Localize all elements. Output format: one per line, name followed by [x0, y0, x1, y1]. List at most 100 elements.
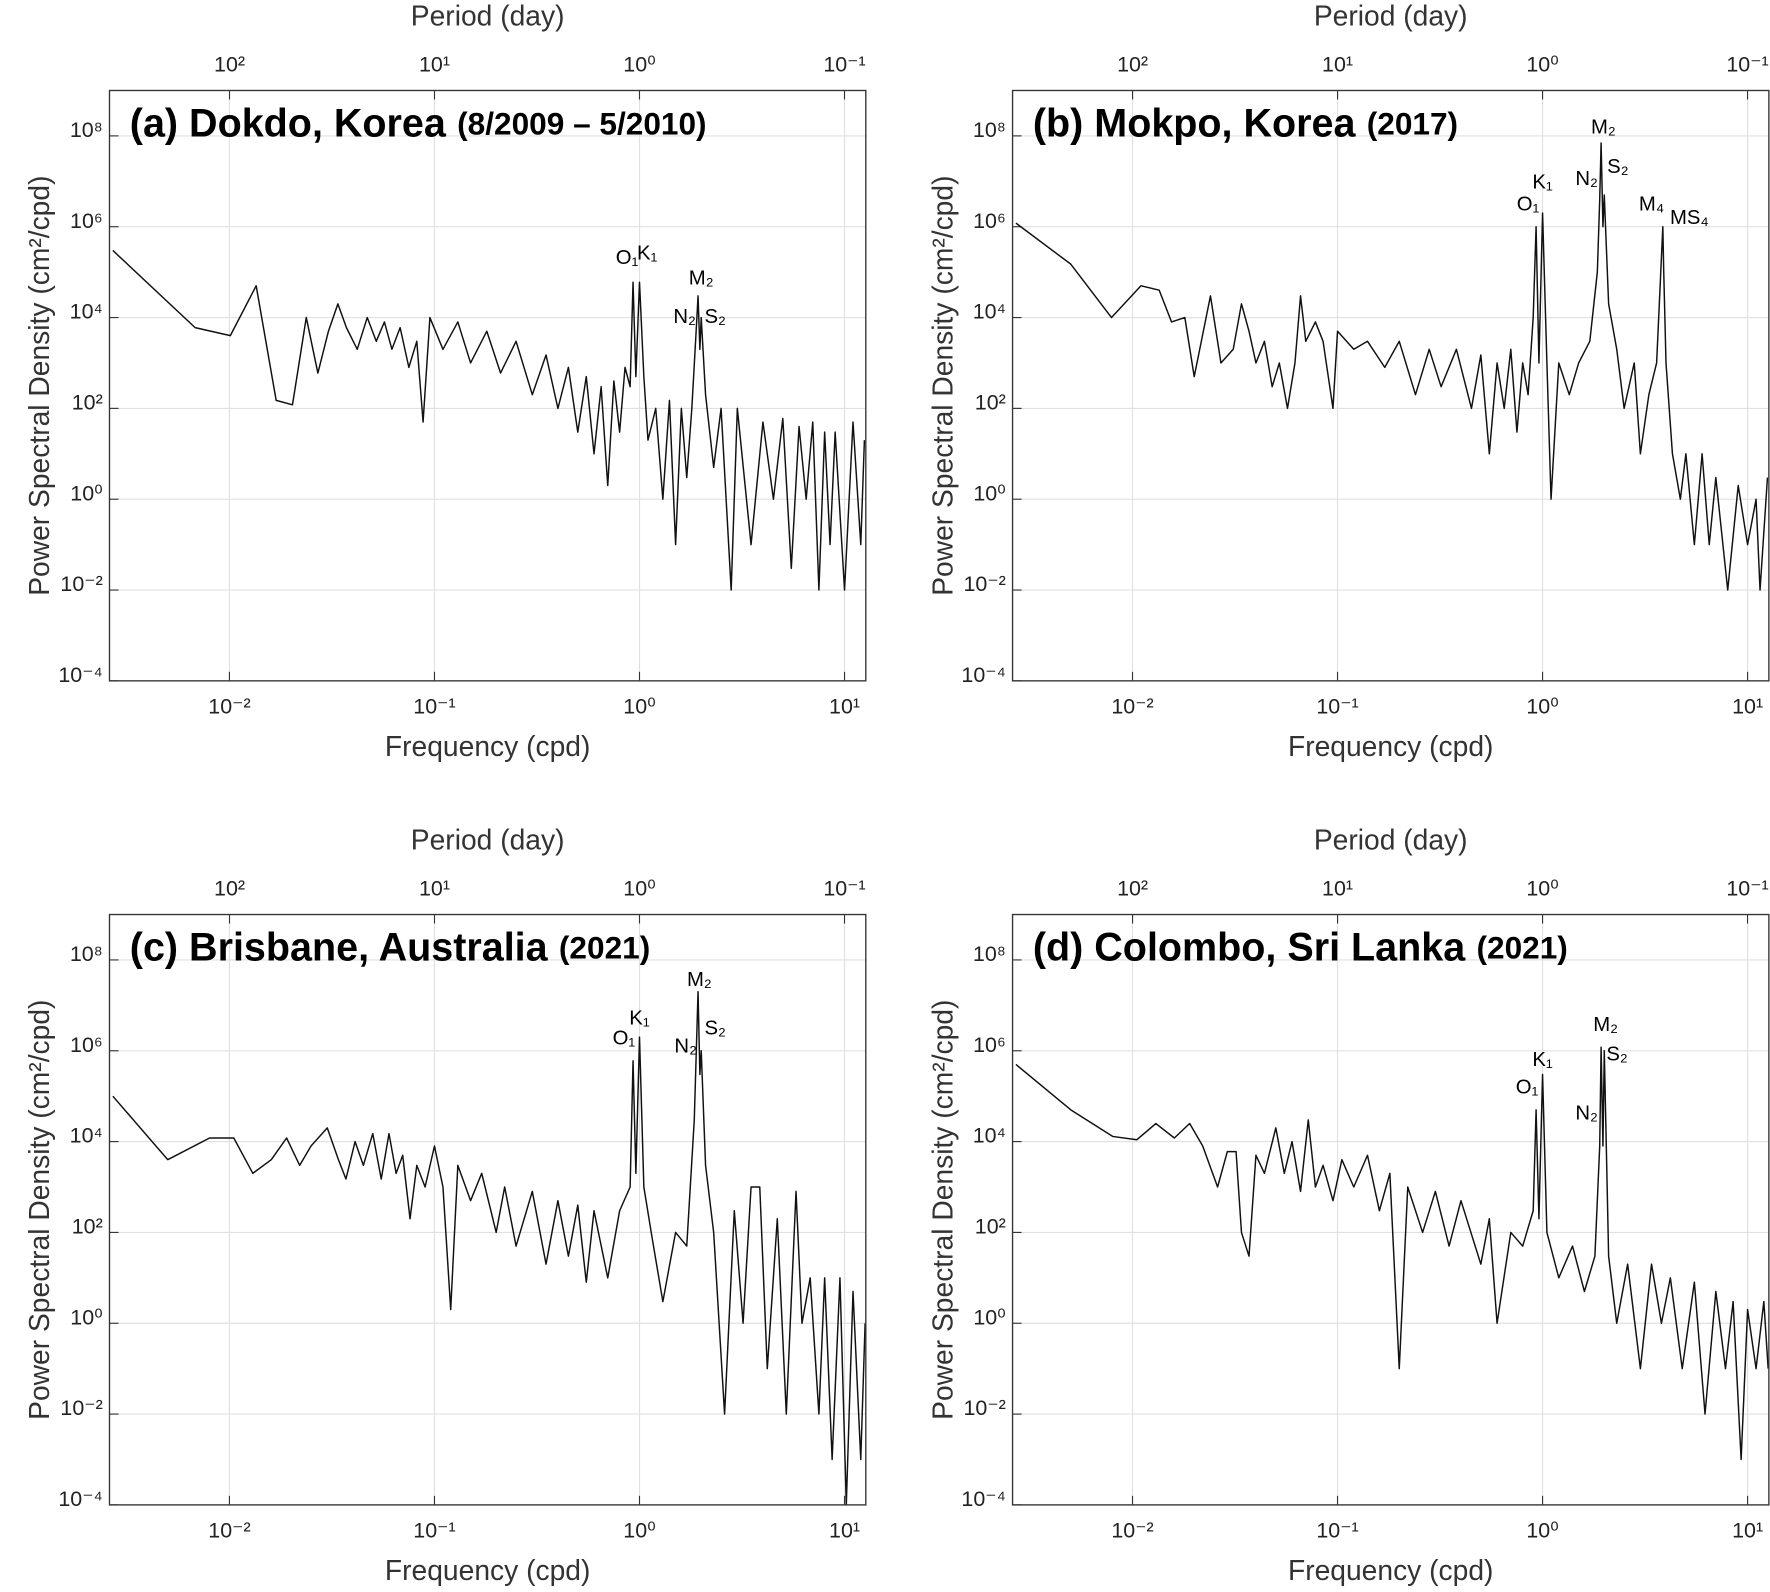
annotation: O₁	[1516, 1077, 1539, 1099]
y-axis-label: Power Spectral Density (cm²/cpd)	[23, 176, 55, 596]
annotation: S₂	[1606, 1044, 1627, 1066]
y-tick-label: 10⁴	[973, 300, 1006, 324]
y-tick-label: 10⁻²	[60, 1396, 102, 1420]
x-tick-label: 10⁻²	[208, 1519, 250, 1543]
title-sub: (2021)	[559, 930, 650, 966]
x-tick-label: 10⁻²	[1111, 1519, 1153, 1543]
x2-tick-label: 10⁻¹	[1726, 876, 1768, 900]
y-tick-label: 10⁻⁴	[58, 1487, 102, 1511]
x2-tick-label: 10¹	[1322, 52, 1353, 76]
y-tick-label: 10⁸	[70, 118, 103, 142]
x2-axis-label: Period (day)	[1314, 0, 1468, 32]
y-tick-label: 10⁶	[70, 1033, 103, 1057]
title-sub: (8/2009 – 5/2010)	[457, 106, 706, 142]
y-tick-label: 10⁰	[973, 481, 1005, 505]
y-tick-label: 10⁸	[973, 118, 1006, 142]
y-tick-label: 10⁴	[70, 300, 103, 324]
annotation: S₂	[704, 1017, 725, 1039]
x-tick-label: 10¹	[829, 695, 860, 719]
panel: 10⁻² 10⁻¹ 10⁰ 10¹ 10⁻⁴ 10⁻² 10⁰ 10² 10⁴ 10⁶ 10⁸ 10²…	[926, 0, 1770, 762]
title-sub: (2017)	[1367, 106, 1458, 142]
annotation: O₁	[613, 1028, 636, 1050]
y-axis-label: Power Spectral Density (cm²/cpd)	[926, 1000, 958, 1420]
annotation: S₂	[1607, 156, 1628, 178]
y-tick-label: 10⁻²	[963, 572, 1005, 596]
plot-frame	[1011, 913, 1770, 1506]
y-tick-label: 10²	[975, 391, 1006, 415]
panel: 10⁻² 10⁻¹ 10⁰ 10¹ 10⁻⁴ 10⁻² 10⁰ 10² 10⁴ 10⁶ 10⁸ 10²…	[23, 0, 867, 762]
y-tick-label: 10⁻⁴	[58, 663, 102, 687]
annotation: O₁	[1517, 193, 1540, 215]
annotation: N₂	[1575, 168, 1598, 190]
x2-tick-label: 10⁰	[623, 52, 655, 76]
plot-frame	[108, 89, 867, 682]
y-tick-label: 10⁻²	[963, 1396, 1005, 1420]
y-axis-label: Power Spectral Density (cm²/cpd)	[926, 176, 958, 596]
y-tick-label: 10⁻⁴	[961, 1487, 1005, 1511]
x2-tick-label: 10²	[1117, 876, 1148, 900]
x2-tick-label: 10⁰	[1526, 876, 1558, 900]
y-tick-label: 10⁸	[70, 942, 103, 966]
annotation: M₄	[1639, 193, 1664, 215]
y-axis-label: Power Spectral Density (cm²/cpd)	[23, 1000, 55, 1420]
x-tick-label: 10⁻¹	[1316, 1519, 1358, 1543]
x-axis-label: Frequency (cpd)	[1288, 730, 1493, 762]
y-tick-label: 10²	[72, 391, 103, 415]
title-main: (a) Dokdo, Korea	[130, 102, 447, 146]
x-tick-label: 10¹	[1732, 1519, 1763, 1543]
x2-tick-label: 10²	[214, 876, 245, 900]
y-tick-label: 10⁻⁴	[961, 663, 1005, 687]
x2-tick-label: 10⁰	[1526, 52, 1558, 76]
annotation: M₂	[687, 969, 712, 991]
y-tick-label: 10⁴	[70, 1124, 103, 1148]
x-tick-label: 10⁻²	[208, 695, 250, 719]
x-tick-label: 10⁻¹	[1316, 695, 1358, 719]
x2-tick-label: 10⁻¹	[1726, 52, 1768, 76]
x2-axis-label: Period (day)	[411, 0, 565, 32]
x2-tick-label: 10²	[1117, 52, 1148, 76]
panel-title: (c) Brisbane, Australia (2021)	[130, 926, 650, 970]
x-tick-label: 10⁰	[623, 1519, 655, 1543]
annotation: S₂	[704, 306, 725, 328]
y-tick-label: 10²	[72, 1215, 103, 1239]
x-tick-label: 10⁰	[1526, 1519, 1558, 1543]
annotation: K₁	[637, 242, 658, 264]
plot-frame	[1011, 89, 1770, 682]
annotation: MS₄	[1670, 207, 1709, 229]
annotation: N₂	[674, 1036, 697, 1058]
panel-title: (b) Mokpo, Korea (2017)	[1033, 102, 1458, 146]
y-tick-label: 10⁰	[70, 1305, 102, 1329]
y-tick-label: 10²	[975, 1215, 1006, 1239]
y-tick-label: 10⁸	[973, 942, 1006, 966]
annotation: N₂	[1575, 1103, 1598, 1125]
panel-title: (d) Colombo, Sri Lanka (2021)	[1033, 926, 1568, 970]
x2-tick-label: 10¹	[419, 876, 450, 900]
annotation: M₂	[1591, 116, 1616, 138]
spectrum-line	[1015, 1046, 1769, 1461]
y-tick-label: 10⁴	[973, 1124, 1006, 1148]
x2-tick-label: 10⁻¹	[823, 876, 865, 900]
x-tick-label: 10⁻¹	[413, 1519, 455, 1543]
annotation: K₁	[1532, 1049, 1553, 1071]
x-axis-label: Frequency (cpd)	[385, 730, 590, 762]
x2-tick-label: 10¹	[419, 52, 450, 76]
x2-tick-label: 10¹	[1322, 876, 1353, 900]
x-tick-label: 10⁻²	[1111, 695, 1153, 719]
panel: 10⁻² 10⁻¹ 10⁰ 10¹ 10⁻⁴ 10⁻² 10⁰ 10² 10⁴ 10⁶ 10⁸ 10²…	[23, 824, 867, 1586]
y-tick-label: 10⁰	[973, 1305, 1005, 1329]
plot-area	[109, 90, 866, 681]
y-tick-label: 10⁶	[70, 209, 103, 233]
y-tick-label: 10⁶	[973, 209, 1006, 233]
x-tick-label: 10¹	[1732, 695, 1763, 719]
x-axis-label: Frequency (cpd)	[1288, 1554, 1493, 1586]
x-tick-label: 10⁰	[1526, 695, 1558, 719]
plot-frame	[108, 913, 867, 1506]
x2-tick-label: 10²	[214, 52, 245, 76]
x-axis-label: Frequency (cpd)	[385, 1554, 590, 1586]
plot-area	[1012, 90, 1769, 681]
title-main: (b) Mokpo, Korea	[1033, 102, 1357, 146]
y-tick-label: 10⁻²	[60, 572, 102, 596]
spectrum-line	[112, 249, 866, 591]
title-main: (d) Colombo, Sri Lanka	[1033, 926, 1466, 970]
